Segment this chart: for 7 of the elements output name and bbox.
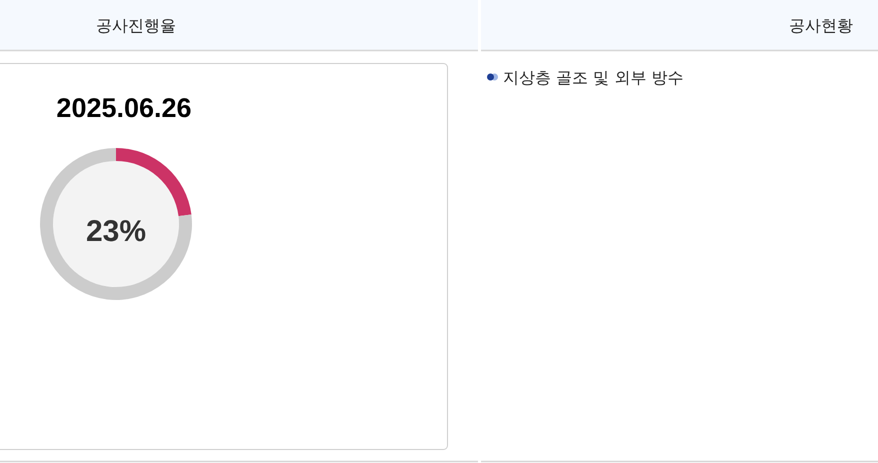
text: 23% (86, 215, 146, 248)
chart-title: 공사진행율 (96, 16, 176, 35)
donut-slice (40, 148, 192, 300)
text: 지상층 골조 및 외부 방수 (503, 68, 684, 87)
chart-subtitle: 2025.06.26 (56, 93, 192, 123)
donut-slice (116, 148, 192, 216)
text: 공사현황 (789, 16, 853, 35)
